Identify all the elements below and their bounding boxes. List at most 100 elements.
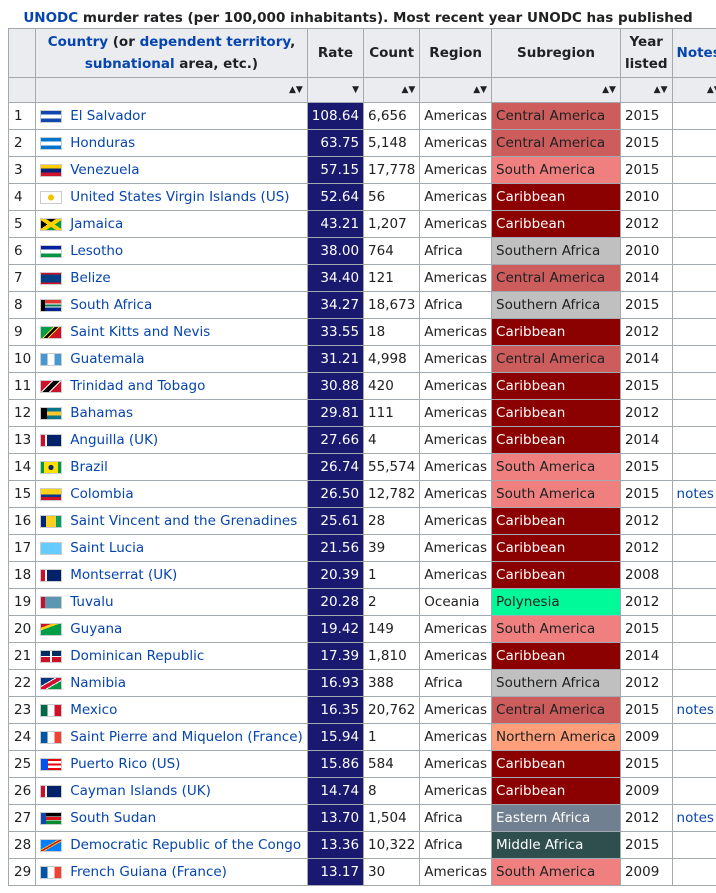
country-link[interactable]: Montserrat (UK) — [70, 567, 178, 583]
country-link[interactable]: Lesotho — [70, 243, 124, 259]
southafrica-flag-icon[interactable] — [40, 298, 63, 312]
notes-cell — [671, 588, 716, 616]
subnational-link[interactable]: subnational — [84, 56, 175, 72]
country-link[interactable]: French Guiana (France) — [70, 864, 227, 880]
sort-icon[interactable]: ▲▼ — [473, 85, 488, 95]
dominican-flag-icon[interactable] — [40, 649, 63, 663]
country-link[interactable]: South Sudan — [70, 810, 157, 826]
country-link[interactable]: Brazil — [70, 459, 108, 475]
colombia-flag-icon[interactable] — [40, 487, 63, 501]
sort-rate-button[interactable]: ▼ — [306, 77, 365, 103]
montserrat-flag-icon[interactable] — [40, 568, 63, 582]
country-link[interactable]: Saint Kitts and Nevis — [70, 324, 211, 340]
elsalvador-flag-icon[interactable] — [40, 109, 63, 123]
sort-subregion-button[interactable]: ▲▼ — [491, 77, 621, 103]
subregion-cell: Caribbean — [491, 507, 621, 535]
count-cell: 1,810 — [363, 642, 421, 670]
country-link[interactable]: Saint Lucia — [70, 540, 145, 556]
honduras-flag-icon[interactable] — [40, 136, 63, 150]
sort-notes-button[interactable]: ▲▼ — [671, 77, 716, 103]
region-cell: Americas — [419, 183, 493, 211]
country-link[interactable]: Saint Pierre and Miquelon (France) — [70, 729, 303, 745]
country-link[interactable]: Namibia — [70, 675, 127, 691]
jamaica-flag-icon[interactable] — [40, 217, 63, 231]
sort-icon[interactable]: ▲▼ — [288, 85, 303, 95]
mexico-flag-icon[interactable] — [40, 703, 63, 717]
country-link[interactable]: Saint Vincent and the Grenadines — [70, 513, 298, 529]
notes-link[interactable]: notes — [676, 486, 714, 502]
rank-cell: 19 — [7, 588, 37, 616]
country-link[interactable]: Honduras — [70, 135, 136, 151]
country-link[interactable]: Dominican Republic — [70, 648, 205, 664]
dependent-territory-link[interactable]: dependent territory — [139, 34, 291, 50]
cayman-flag-icon[interactable] — [40, 784, 63, 798]
guyana-flag-icon[interactable] — [40, 622, 63, 636]
drc-flag-icon[interactable] — [40, 838, 63, 852]
country-link[interactable]: Puerto Rico (US) — [70, 756, 181, 772]
country-link[interactable]: United States Virgin Islands (US) — [70, 189, 290, 205]
sort-year-button[interactable]: ▲▼ — [619, 77, 673, 103]
table-row: 24 Saint Pierre and Miquelon (France) 15.9… — [7, 723, 716, 751]
rate-cell: 29.81 — [306, 399, 365, 427]
sort-icon[interactable]: ▲▼ — [602, 85, 616, 95]
header-count[interactable]: Count — [363, 28, 421, 78]
france-flag-icon[interactable] — [40, 865, 63, 879]
guatemala-flag-icon[interactable] — [40, 352, 63, 366]
southsudan-flag-icon[interactable] — [40, 811, 63, 825]
header-subregion[interactable]: Subregion — [491, 28, 621, 78]
tuvalu-flag-icon[interactable] — [40, 595, 63, 609]
header-rate[interactable]: Rate — [306, 28, 365, 78]
count-cell: 584 — [363, 750, 421, 778]
puertorico-flag-icon[interactable] — [40, 757, 63, 771]
sort-count-button[interactable]: ▲▼ — [363, 77, 421, 103]
country-link[interactable]: Country — [47, 34, 109, 50]
sort-icon[interactable]: ▲▼ — [653, 85, 668, 95]
notes-header-link[interactable]: Notes — [676, 45, 716, 61]
year-cell: 2010 — [619, 237, 673, 265]
header-notes[interactable]: Notes — [671, 28, 716, 78]
country-link[interactable]: Trinidad and Tobago — [70, 378, 206, 394]
subregion-cell: Southern Africa — [491, 669, 621, 697]
header-region[interactable]: Region — [419, 28, 493, 78]
france-flag-icon[interactable] — [40, 730, 63, 744]
country-link[interactable]: Guyana — [70, 621, 123, 637]
notes-link[interactable]: notes — [676, 702, 714, 718]
country-link[interactable]: Venezuela — [70, 162, 140, 178]
country-link[interactable]: Bahamas — [70, 405, 134, 421]
sort-region-button[interactable]: ▲▼ — [419, 77, 493, 103]
table-row: 17 Saint Lucia 21.56 39 Americas Caribbean 201… — [7, 534, 716, 562]
region-cell: Americas — [419, 858, 493, 886]
lesotho-flag-icon[interactable] — [40, 244, 63, 258]
stlucia-flag-icon[interactable] — [40, 541, 63, 555]
sort-icon[interactable]: ▲▼ — [401, 85, 416, 95]
country-link[interactable]: Colombia — [70, 486, 134, 502]
venezuela-flag-icon[interactable] — [40, 163, 63, 177]
unodc-link[interactable]: UNODC — [23, 10, 79, 26]
country-link[interactable]: Cayman Islands (UK) — [70, 783, 211, 799]
sort-country-button[interactable]: ▲▼ — [35, 77, 308, 103]
country-link[interactable]: Mexico — [70, 702, 118, 718]
country-link[interactable]: Belize — [70, 270, 111, 286]
header-year[interactable]: Year listed — [619, 28, 673, 78]
country-link[interactable]: Tuvalu — [70, 594, 114, 610]
stkitts-flag-icon[interactable] — [40, 325, 63, 339]
brazil-flag-icon[interactable] — [40, 460, 63, 474]
notes-link[interactable]: notes — [676, 810, 714, 826]
stvincent-flag-icon[interactable] — [40, 514, 63, 528]
usvi-flag-icon[interactable] — [40, 190, 63, 204]
country-link[interactable]: Anguilla (UK) — [70, 432, 159, 448]
bahamas-flag-icon[interactable] — [40, 406, 63, 420]
country-link[interactable]: South Africa — [70, 297, 153, 313]
country-link[interactable]: Guatemala — [70, 351, 145, 367]
country-link[interactable]: El Salvador — [70, 108, 146, 124]
namibia-flag-icon[interactable] — [40, 676, 63, 690]
trinidad-flag-icon[interactable] — [40, 379, 63, 393]
anguilla-flag-icon[interactable] — [40, 433, 63, 447]
country-link[interactable]: Jamaica — [70, 216, 124, 232]
country-link[interactable]: Democratic Republic of the Congo — [70, 837, 302, 853]
table-row: 7 Belize 34.40 121 Americas Central America 20… — [7, 264, 716, 292]
sort-icon[interactable]: ▲▼ — [706, 85, 716, 95]
header-country[interactable]: Country (or dependent territory, subnati… — [35, 28, 308, 78]
sort-descending-icon[interactable]: ▼ — [352, 85, 360, 95]
belize-flag-icon[interactable] — [40, 271, 63, 285]
